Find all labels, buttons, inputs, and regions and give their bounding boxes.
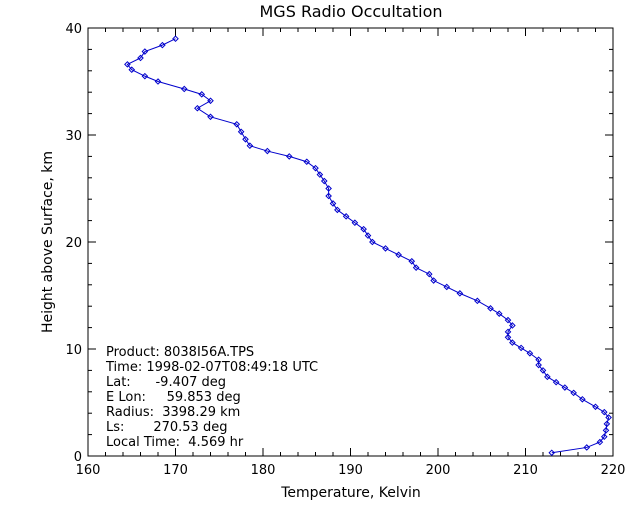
y-axis: 0 10 20 30 40 bbox=[65, 22, 613, 465]
data-point bbox=[198, 91, 206, 98]
annotation-elon: E Lon: 59.853 deg bbox=[106, 390, 241, 405]
y-tick-label: 0 bbox=[74, 450, 82, 465]
x-axis: 160 170 180 190 200 210 220 bbox=[76, 28, 626, 478]
data-point bbox=[570, 389, 577, 397]
data-point bbox=[600, 408, 608, 416]
x-tick-label: 160 bbox=[76, 463, 101, 478]
data-point bbox=[544, 373, 551, 381]
data-point bbox=[517, 344, 525, 352]
annotation-local-time: Local Time: 4.569 hr bbox=[106, 435, 244, 450]
x-tick-label: 170 bbox=[163, 463, 188, 478]
data-point bbox=[342, 213, 350, 220]
data-point bbox=[603, 420, 611, 428]
annotation-product: Product: 8038I56A.TPS bbox=[106, 345, 254, 360]
data-point bbox=[596, 438, 604, 446]
data-point bbox=[194, 104, 201, 112]
data-point bbox=[141, 72, 149, 80]
data-point bbox=[548, 449, 556, 457]
x-tick-label: 190 bbox=[338, 463, 363, 478]
y-tick-label: 40 bbox=[65, 22, 82, 37]
data-point bbox=[382, 245, 389, 252]
x-tick-label: 220 bbox=[601, 463, 626, 478]
x-tick-label: 180 bbox=[251, 463, 276, 478]
data-point bbox=[430, 277, 437, 284]
data-point bbox=[602, 427, 610, 434]
x-tick-label: 210 bbox=[513, 463, 538, 478]
data-point bbox=[285, 153, 293, 160]
data-point bbox=[364, 232, 372, 239]
data-point bbox=[600, 433, 608, 441]
data-point bbox=[605, 414, 612, 421]
data-point bbox=[246, 142, 254, 150]
data-point bbox=[487, 305, 494, 312]
data-point bbox=[504, 328, 512, 336]
data-point bbox=[128, 66, 136, 74]
data-point bbox=[592, 403, 599, 411]
series-layer bbox=[124, 35, 612, 457]
annotation-radius: Radius: 3398.29 km bbox=[106, 405, 240, 420]
data-point bbox=[180, 85, 188, 93]
y-axis-label: Height above Surface, km bbox=[40, 151, 56, 333]
x-axis-label: Temperature, Kelvin bbox=[280, 485, 421, 501]
annotation-lat: Lat: -9.407 deg bbox=[106, 375, 226, 390]
y-tick-label: 10 bbox=[65, 343, 82, 358]
data-point bbox=[207, 113, 214, 121]
y-tick-label: 20 bbox=[65, 236, 82, 251]
series-line bbox=[126, 38, 610, 454]
data-point bbox=[504, 333, 512, 341]
data-point bbox=[443, 283, 451, 291]
data-point bbox=[334, 206, 341, 214]
data-point bbox=[233, 120, 241, 128]
data-point bbox=[237, 128, 245, 136]
data-point bbox=[579, 395, 586, 403]
data-point bbox=[425, 270, 433, 278]
data-point bbox=[316, 171, 324, 178]
data-point bbox=[329, 200, 337, 207]
data-point bbox=[552, 378, 560, 386]
data-point bbox=[539, 367, 547, 374]
data-point bbox=[509, 322, 516, 329]
data-point bbox=[395, 251, 402, 259]
data-point bbox=[351, 219, 359, 227]
data-point bbox=[207, 97, 214, 105]
data-point bbox=[535, 356, 542, 364]
data-point bbox=[303, 158, 311, 166]
data-point bbox=[124, 61, 131, 68]
data-point bbox=[561, 384, 569, 391]
data-point bbox=[159, 41, 166, 49]
x-tick-label: 200 bbox=[426, 463, 451, 478]
data-point bbox=[583, 444, 591, 451]
data-point bbox=[412, 264, 420, 271]
data-point bbox=[408, 257, 416, 265]
data-point bbox=[360, 225, 367, 233]
annotation-block: Product: 8038I56A.TPS Time: 1998-02-07T0… bbox=[105, 345, 318, 450]
data-point bbox=[495, 310, 503, 317]
data-point bbox=[320, 177, 328, 185]
data-point bbox=[312, 164, 319, 172]
y-tick-label: 30 bbox=[65, 129, 82, 144]
data-point bbox=[526, 349, 534, 357]
data-point bbox=[154, 78, 162, 85]
annotation-time: Time: 1998-02-07T08:49:18 UTC bbox=[105, 360, 318, 375]
data-point bbox=[474, 297, 481, 305]
data-point bbox=[369, 238, 376, 246]
chart-title: MGS Radio Occultation bbox=[260, 2, 443, 21]
data-point bbox=[504, 316, 512, 324]
data-point bbox=[137, 54, 144, 62]
data-point bbox=[509, 339, 516, 346]
annotation-ls: Ls: 270.53 deg bbox=[106, 420, 227, 435]
data-point bbox=[242, 135, 249, 143]
data-point bbox=[325, 185, 332, 192]
data-point bbox=[456, 290, 464, 297]
data-point bbox=[172, 35, 179, 43]
data-point bbox=[535, 361, 542, 369]
data-point bbox=[325, 192, 332, 200]
data-point bbox=[264, 147, 271, 155]
data-point bbox=[141, 48, 149, 55]
